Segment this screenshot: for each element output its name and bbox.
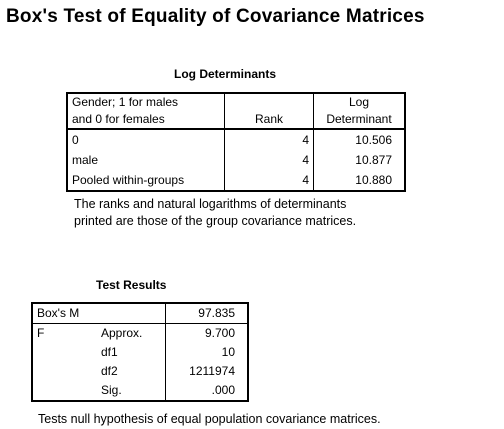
test-results-footnote: Tests null hypothesis of equal populatio… [38,412,381,426]
column-header-gender: Gender; 1 for males and 0 for females [67,93,225,130]
log-determinant-value: 10.880 [355,172,392,187]
column-header-rank: Rank [224,93,314,130]
column-header-rank-label: Rank [254,112,283,126]
log-determinants-footnote: The ranks and natural logarithms of dete… [74,196,356,230]
column-header-gender-line2: and 0 for females [72,112,165,126]
log-determinant-value: 10.877 [355,152,392,167]
rank-value: 4 [224,129,314,150]
table-row: 0 4 10.506 [67,129,405,150]
rank-value: 4 [224,170,314,191]
statistic-label [32,343,97,362]
table-row: male 4 10.877 [67,150,405,170]
table-row: Pooled within-groups 4 10.880 [67,170,405,191]
log-determinants-table: Gender; 1 for males and 0 for females Ra… [66,92,406,192]
column-header-logdet-line1: Log [348,95,370,109]
row-label: male [67,150,225,170]
statistic-label: Box's M [32,303,97,324]
statistic-label [32,381,97,401]
statistic-value: 9.700 [204,326,235,340]
footnote-line2: printed are those of the group covarianc… [74,214,357,228]
log-determinants-caption: Log Determinants [174,67,277,81]
rank-value: 4 [224,150,314,170]
statistic-sublabel: df2 [97,362,166,381]
footnote-line1: The ranks and natural logarithms of dete… [74,197,347,211]
statistic-sublabel [97,303,166,324]
column-header-log-determinant: Log Determinant [313,93,405,130]
statistic-sublabel: df1 [97,343,166,362]
column-header-gender-line1: Gender; 1 for males [72,95,179,109]
statistic-value: .000 [211,383,235,397]
log-determinant-value: 10.506 [355,132,392,147]
table-row: Sig. .000 [32,381,248,401]
table-header-row: Gender; 1 for males and 0 for females Ra… [67,93,405,130]
statistic-sublabel: Sig. [97,381,166,401]
statistic-value: 1211974 [189,364,235,378]
statistic-value: 10 [221,345,235,359]
column-header-logdet-line2: Determinant [326,112,392,126]
statistic-sublabel: Approx. [97,323,166,343]
table-row: df2 1211974 [32,362,248,381]
row-label: Pooled within-groups [67,170,225,191]
table-row: df1 10 [32,343,248,362]
table-row: Box's M 97.835 [32,303,248,324]
table-row: F Approx. 9.700 [32,323,248,343]
page-title: Box's Test of Equality of Covariance Mat… [6,6,425,27]
statistic-value: 97.835 [165,303,248,324]
statistic-label [32,362,97,381]
statistic-label: F [37,326,45,340]
row-label: 0 [67,129,225,150]
test-results-caption: Test Results [96,278,167,292]
test-results-table: Box's M 97.835 F Approx. 9.700 df1 10 df… [31,302,249,402]
